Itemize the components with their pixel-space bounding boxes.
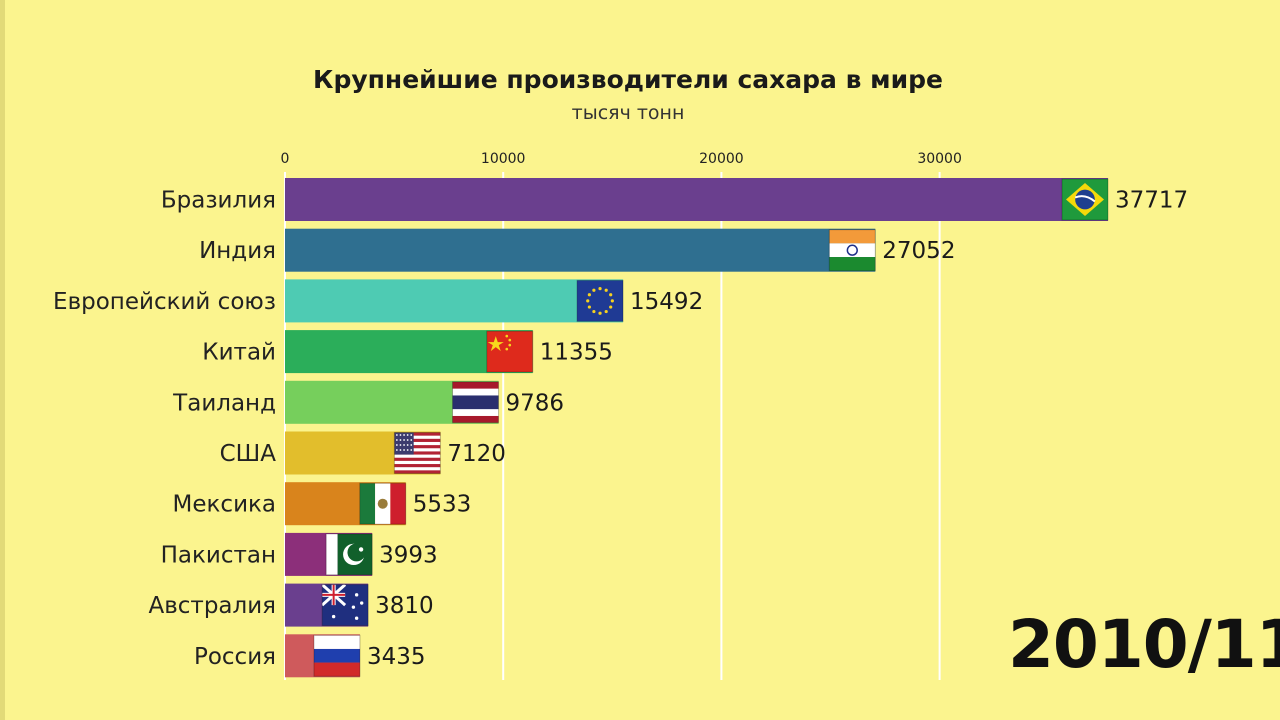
category-label: Таиланд	[172, 390, 276, 416]
bar	[285, 178, 1108, 221]
tick-label: 0	[281, 151, 290, 167]
value-label: 5533	[413, 492, 472, 518]
bar-row: Таиланд 9786	[172, 380, 565, 424]
bar	[285, 279, 624, 323]
bar-row: Бразилия 37717	[161, 178, 1188, 221]
india-flag-icon	[828, 229, 876, 272]
category-label: Европейский союз	[53, 289, 276, 315]
value-label: 3810	[375, 593, 434, 619]
category-label: Пакистан	[161, 542, 276, 568]
chart-subtitle: тысяч тонн	[572, 102, 685, 124]
category-label: Китай	[202, 340, 276, 366]
left-border	[0, 0, 5, 720]
category-label: Россия	[194, 644, 276, 670]
pakistan-flag-icon	[325, 533, 373, 576]
thailand-flag-icon	[452, 381, 500, 424]
value-label: 3435	[367, 644, 426, 670]
usa-flag-icon	[393, 432, 441, 474]
value-label: 27052	[882, 238, 955, 264]
value-label: 7120	[447, 441, 506, 467]
tick-label: 20000	[699, 151, 744, 167]
category-label: Австралия	[148, 593, 276, 619]
bar-row: Китай 11355	[202, 330, 613, 374]
eu-flag-icon	[576, 279, 624, 322]
bars-layer: Бразилия 37717 Индия 27052 Европейский союз 1…	[53, 178, 1188, 678]
bar-row: США 7120	[220, 431, 506, 475]
bar	[285, 228, 876, 272]
bar-row: Пакистан 3993	[161, 532, 438, 576]
value-label: 37717	[1115, 188, 1188, 214]
bar-row: Австралия 3810	[148, 583, 434, 627]
australia-flag-icon	[321, 584, 369, 627]
period-label: 2010/11	[1008, 606, 1280, 683]
bar-row: Европейский союз 15492	[53, 279, 703, 323]
tick-label: 10000	[481, 151, 526, 167]
value-label: 3993	[379, 542, 438, 568]
value-label: 15492	[630, 289, 703, 315]
mexico-flag-icon	[359, 482, 407, 525]
category-label: Мексика	[173, 492, 276, 518]
category-label: Бразилия	[161, 188, 276, 214]
value-label: 11355	[540, 340, 613, 366]
bar-row: Россия 3435	[194, 634, 426, 678]
brazil-flag-icon	[1061, 178, 1109, 221]
value-label: 9786	[506, 390, 565, 416]
chart-title: Крупнейшие производители сахара в мире	[313, 65, 943, 94]
category-label: Индия	[199, 238, 276, 264]
bar-row: Индия 27052	[199, 228, 955, 272]
russia-flag-icon	[313, 634, 361, 677]
tick-label: 30000	[917, 151, 962, 167]
china-flag-icon	[486, 330, 534, 373]
category-label: США	[220, 441, 277, 467]
bar-row: Мексика 5533	[173, 482, 472, 526]
